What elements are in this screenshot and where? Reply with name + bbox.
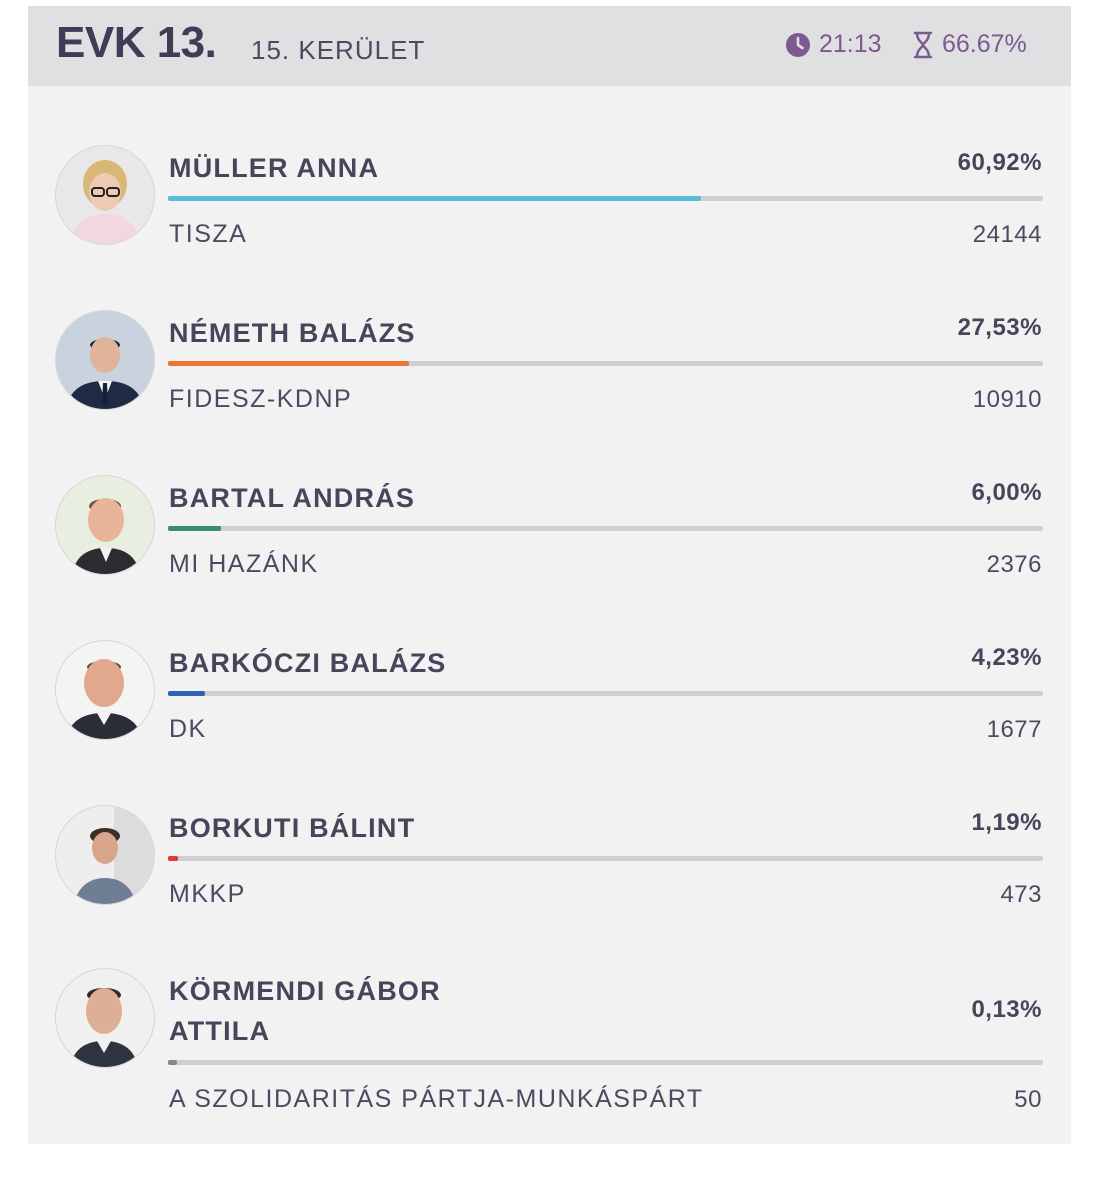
candidate-percent: 6,00% xyxy=(971,479,1042,506)
candidate-party: MKKP xyxy=(169,880,246,908)
candidate-row[interactable]: BARTAL ANDRÁS 6,00% MI HAZÁNK 2376 xyxy=(28,456,1071,621)
candidate-name: MÜLLER ANNA xyxy=(169,153,380,183)
candidate-avatar xyxy=(55,640,155,740)
candidate-name: BARTAL ANDRÁS xyxy=(169,483,416,513)
candidate-row[interactable]: BARKÓCZI BALÁZS 4,23% DK 1677 xyxy=(28,621,1071,786)
candidate-avatar xyxy=(55,310,155,410)
candidate-party: DK xyxy=(169,715,207,743)
vote-share-bar xyxy=(168,526,1043,531)
candidate-votes: 24144 xyxy=(972,221,1042,248)
candidate-name: NÉMETH BALÁZS xyxy=(169,318,416,348)
candidate-row[interactable]: NÉMETH BALÁZS 27,53% FIDESZ-KDNP 10910 xyxy=(28,291,1071,456)
district-label: 15. KERÜLET xyxy=(251,35,426,65)
vote-share-bar xyxy=(168,856,1043,861)
candidate-avatar xyxy=(55,805,155,905)
candidate-avatar xyxy=(55,475,155,575)
candidate-name: BARKÓCZI BALÁZS xyxy=(169,648,447,678)
vote-share-bar xyxy=(168,361,1043,366)
update-time: 21:13 xyxy=(785,30,882,59)
time-value: 21:13 xyxy=(819,30,882,58)
clock-icon xyxy=(786,32,810,57)
hourglass-icon xyxy=(913,31,933,58)
vote-share-fill xyxy=(168,856,179,861)
candidate-row[interactable]: KÖRMENDI GÁBOR ATTILA 0,13% A SZOLIDARIT… xyxy=(28,951,1071,1141)
vote-share-bar xyxy=(168,1060,1043,1065)
candidate-votes: 10910 xyxy=(972,386,1042,413)
candidate-party: A SZOLIDARITÁS PÁRTJA-MUNKÁSPÁRT xyxy=(169,1085,704,1113)
candidate-percent: 27,53% xyxy=(957,314,1042,341)
candidate-votes: 473 xyxy=(1000,881,1042,908)
vote-share-fill xyxy=(168,1060,177,1065)
candidate-percent: 0,13% xyxy=(971,996,1042,1023)
candidate-votes: 1677 xyxy=(986,716,1042,743)
candidate-name: KÖRMENDI GÁBOR ATTILA xyxy=(169,976,441,1046)
processed-value: 66.67% xyxy=(942,30,1027,58)
vote-share-fill xyxy=(168,526,221,531)
candidate-avatar xyxy=(55,145,155,245)
results-card: EVK 13. 15. KERÜLET 21:13 66.67% xyxy=(28,6,1071,1144)
candidate-percent: 4,23% xyxy=(971,644,1042,671)
candidate-party: FIDESZ-KDNP xyxy=(169,385,353,413)
vote-share-fill xyxy=(168,361,409,366)
constituency-title: EVK 13. xyxy=(56,18,217,67)
candidate-percent: 1,19% xyxy=(971,809,1042,836)
vote-share-bar xyxy=(168,691,1043,696)
candidate-row[interactable]: BORKUTI BÁLINT 1,19% MKKP 473 xyxy=(28,786,1071,951)
header-bar: EVK 13. 15. KERÜLET 21:13 66.67% xyxy=(28,6,1071,86)
candidate-row[interactable]: MÜLLER ANNA 60,92% TISZA 24144 xyxy=(28,126,1071,291)
candidate-votes: 2376 xyxy=(986,551,1042,578)
vote-share-fill xyxy=(168,196,702,201)
candidate-party: TISZA xyxy=(169,220,248,248)
candidate-votes: 50 xyxy=(1014,1086,1042,1113)
candidate-name: BORKUTI BÁLINT xyxy=(169,813,416,843)
candidate-avatar xyxy=(55,968,155,1068)
vote-share-fill xyxy=(168,691,205,696)
candidate-percent: 60,92% xyxy=(957,149,1042,176)
vote-share-bar xyxy=(168,196,1043,201)
processed-percent: 66.67% xyxy=(912,30,1027,59)
candidate-party: MI HAZÁNK xyxy=(169,550,319,578)
